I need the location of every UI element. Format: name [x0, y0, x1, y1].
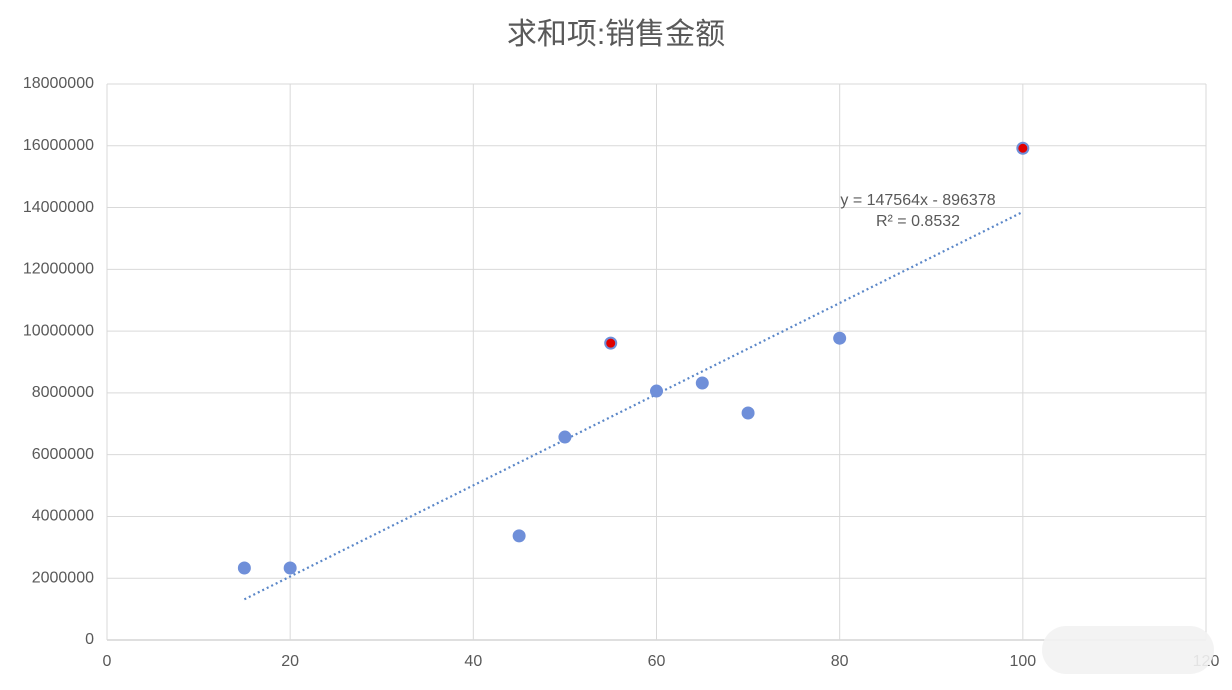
y-tick-label: 12000000 — [23, 261, 94, 278]
trendline-r2: R² = 0.8532 — [876, 213, 960, 230]
x-tick-label: 20 — [281, 653, 299, 670]
y-tick-label: 8000000 — [32, 384, 94, 401]
x-tick-label: 60 — [648, 653, 666, 670]
point — [741, 406, 755, 420]
point — [695, 376, 709, 390]
point — [604, 336, 618, 350]
x-tick-label: 100 — [1009, 653, 1036, 670]
y-tick-label: 2000000 — [32, 569, 94, 586]
y-tick-label: 18000000 — [23, 75, 94, 92]
y-tick-label: 16000000 — [23, 137, 94, 154]
y-tick-label: 4000000 — [32, 508, 94, 525]
point — [558, 430, 572, 444]
x-tick-label: 80 — [831, 653, 849, 670]
x-tick-label: 0 — [103, 653, 112, 670]
point — [650, 384, 663, 398]
point — [237, 561, 251, 575]
point — [283, 561, 297, 575]
y-tick-label: 0 — [85, 631, 94, 648]
trendline-equation: y = 147564x - 896378 — [840, 192, 995, 209]
x-tick-label: 40 — [464, 653, 482, 670]
point — [1016, 141, 1030, 155]
y-tick-label: 6000000 — [32, 446, 94, 463]
point — [833, 331, 847, 345]
y-tick-label: 10000000 — [23, 322, 94, 339]
blur-patch — [1042, 626, 1214, 674]
chart-title: 求和项:销售金额 — [507, 18, 725, 51]
trendline — [243, 210, 1024, 601]
y-tick-label: 14000000 — [23, 199, 94, 216]
point — [512, 529, 526, 543]
